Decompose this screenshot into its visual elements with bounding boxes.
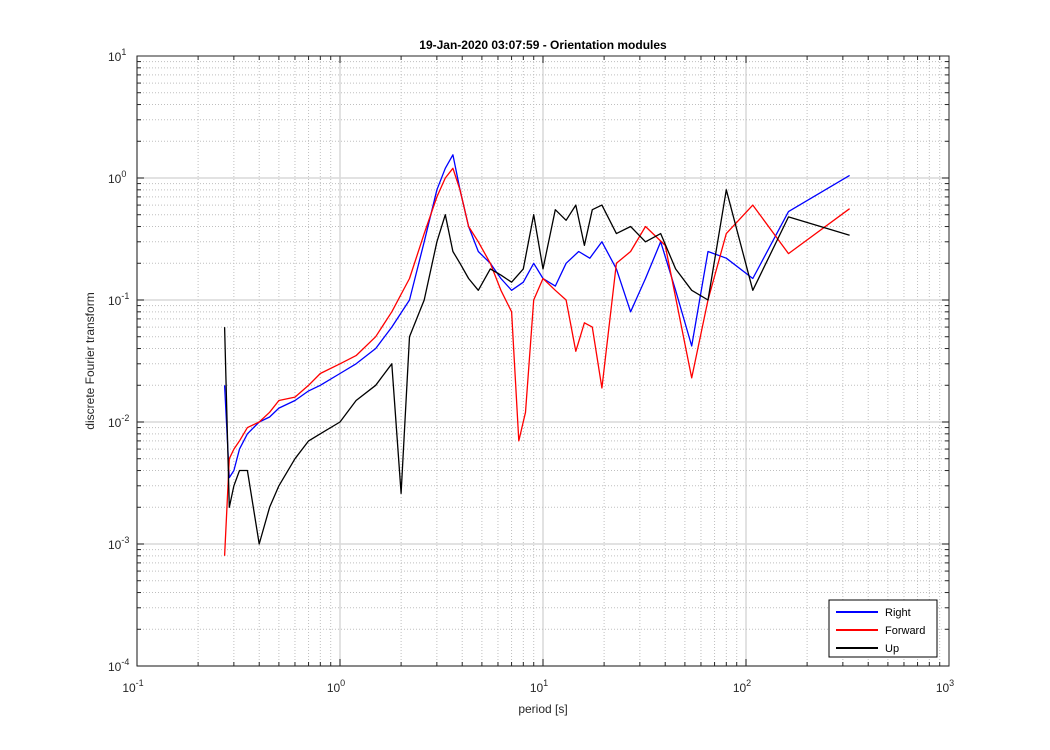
y-axis-label: discrete Fourier transform	[83, 292, 97, 429]
y-tick-label: 10-4	[108, 657, 129, 674]
y-tick-label: 100	[108, 169, 126, 186]
tick-labels-layer: 10-1 100 101 102 103 10-4 10-3 10-2 10-1 100 101	[108, 47, 954, 695]
grid-layer	[136, 56, 949, 667]
x-tick-label: 10-1	[122, 678, 143, 695]
ticks-layer	[136, 56, 949, 667]
legend-label-right: Right	[885, 607, 911, 619]
series-line-forward	[223, 167, 850, 556]
y-tick-label: 101	[108, 47, 126, 64]
legend: Right Forward Up	[828, 599, 938, 658]
y-tick-label: 10-3	[108, 535, 129, 552]
series-line-right	[223, 154, 850, 479]
y-tick-label: 10-1	[108, 291, 129, 308]
series-line-up	[223, 189, 850, 545]
chart-title: 19-Jan-2020 03:07:59 - Orientation modul…	[419, 38, 667, 52]
x-tick-label: 102	[733, 678, 751, 695]
x-tick-label: 100	[327, 678, 345, 695]
x-tick-label: 101	[530, 678, 548, 695]
series-layer	[223, 154, 850, 556]
x-axis-label: period [s]	[518, 702, 567, 716]
legend-entries: Right Forward Up	[836, 607, 925, 655]
y-tick-label: 10-2	[108, 413, 129, 430]
legend-label-up: Up	[885, 643, 899, 655]
legend-label-forward: Forward	[885, 625, 925, 637]
x-tick-label: 103	[936, 678, 954, 695]
